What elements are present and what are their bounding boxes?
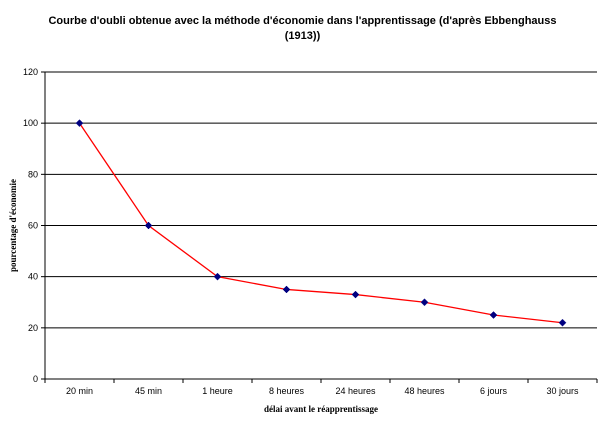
y-tick-label: 120 [23,67,38,77]
y-tick-label: 40 [28,272,38,282]
data-point [351,290,360,299]
y-tick-label: 60 [28,221,38,231]
x-tick-label: 24 heures [335,386,376,396]
series [75,119,567,327]
chart-title: Courbe d'oubli obtenue avec la méthode d… [48,15,557,42]
x-tick-label: 30 jours [546,386,579,396]
x-tick-labels: 20 min 45 min 1 heure 8 heures 24 heures 48 h… [66,386,579,396]
axes [41,71,598,383]
y-tick-labels: 0 20 40 60 80 100 120 [23,67,38,384]
x-tick-label: 45 min [135,386,162,396]
y-tick-label: 20 [28,323,38,333]
x-tick-label: 20 min [66,386,93,396]
x-tick-label: 8 heures [269,386,305,396]
data-point [282,285,291,294]
data-point [489,311,498,319]
x-axis-label: délai avant le réapprentissage [264,404,378,414]
x-tick-label: 6 jours [480,386,508,396]
y-tick-label: 0 [33,374,38,384]
y-tick-label: 100 [23,118,38,128]
data-point [213,272,222,281]
y-axis-label: pourcentage d'économie [8,179,18,272]
data-point [420,298,429,307]
x-tick-label: 1 heure [202,386,233,396]
y-tick-label: 80 [28,169,38,179]
gridlines [45,71,597,329]
data-point [144,221,153,230]
series-line [78,122,563,324]
data-point [75,119,84,128]
x-tick-label: 48 heures [404,386,445,396]
data-point [558,318,567,327]
